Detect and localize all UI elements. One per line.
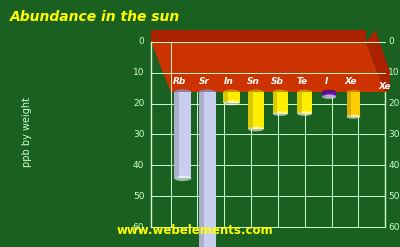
- Ellipse shape: [297, 90, 312, 94]
- Text: Abundance in the sun: Abundance in the sun: [10, 10, 180, 24]
- FancyBboxPatch shape: [224, 92, 228, 103]
- FancyBboxPatch shape: [199, 92, 204, 247]
- Text: 40: 40: [133, 161, 144, 170]
- Text: 60: 60: [388, 223, 400, 231]
- FancyBboxPatch shape: [174, 92, 179, 178]
- FancyBboxPatch shape: [346, 92, 360, 117]
- Ellipse shape: [174, 89, 192, 95]
- Ellipse shape: [273, 111, 288, 116]
- Text: 10: 10: [133, 68, 144, 77]
- FancyBboxPatch shape: [273, 92, 277, 114]
- Text: ppb by weight: ppb by weight: [22, 97, 32, 167]
- Text: Sn: Sn: [247, 77, 260, 86]
- Text: In: In: [224, 77, 234, 86]
- Text: Te: Te: [296, 77, 307, 86]
- Ellipse shape: [224, 100, 240, 105]
- Text: 10: 10: [388, 68, 400, 77]
- FancyBboxPatch shape: [297, 92, 312, 114]
- Text: 50: 50: [133, 192, 144, 201]
- Text: Sb: Sb: [271, 77, 284, 86]
- Ellipse shape: [297, 111, 312, 116]
- Ellipse shape: [322, 90, 336, 94]
- Ellipse shape: [322, 94, 336, 99]
- Text: 30: 30: [133, 130, 144, 139]
- FancyBboxPatch shape: [297, 92, 302, 114]
- Polygon shape: [151, 42, 385, 92]
- FancyBboxPatch shape: [322, 92, 336, 97]
- Text: Xe: Xe: [344, 77, 357, 86]
- FancyBboxPatch shape: [174, 92, 192, 178]
- Text: Xe: Xe: [378, 82, 391, 91]
- Polygon shape: [151, 30, 366, 42]
- Text: 40: 40: [388, 161, 400, 170]
- Ellipse shape: [346, 90, 360, 94]
- Text: I: I: [324, 77, 328, 86]
- Text: www.webelements.com: www.webelements.com: [117, 224, 273, 237]
- FancyBboxPatch shape: [248, 92, 253, 129]
- Ellipse shape: [199, 89, 216, 95]
- FancyBboxPatch shape: [199, 92, 216, 247]
- FancyBboxPatch shape: [346, 92, 351, 117]
- Text: Sr: Sr: [199, 77, 210, 86]
- Text: 20: 20: [388, 99, 400, 108]
- FancyBboxPatch shape: [248, 92, 264, 129]
- Text: 0: 0: [388, 38, 394, 46]
- Text: Rb: Rb: [173, 77, 186, 86]
- Text: 50: 50: [388, 192, 400, 201]
- Ellipse shape: [248, 90, 264, 94]
- FancyBboxPatch shape: [224, 92, 240, 103]
- Ellipse shape: [174, 176, 192, 181]
- FancyBboxPatch shape: [322, 92, 326, 97]
- Ellipse shape: [273, 90, 288, 94]
- Polygon shape: [366, 30, 395, 92]
- Text: 60: 60: [133, 223, 144, 231]
- Ellipse shape: [224, 89, 240, 95]
- Text: 20: 20: [133, 99, 144, 108]
- FancyBboxPatch shape: [273, 92, 288, 114]
- Ellipse shape: [346, 115, 360, 119]
- Text: 30: 30: [388, 130, 400, 139]
- Ellipse shape: [248, 126, 264, 131]
- Text: 0: 0: [138, 38, 144, 46]
